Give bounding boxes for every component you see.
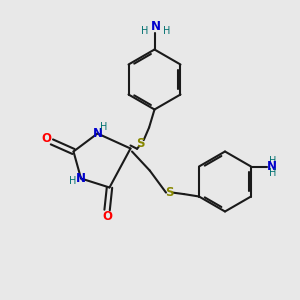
Text: H: H (100, 122, 108, 132)
Text: N: N (151, 20, 161, 34)
Text: S: S (136, 136, 145, 150)
Text: H: H (269, 155, 277, 166)
Text: H: H (69, 176, 76, 187)
Text: H: H (163, 26, 170, 37)
Text: N: N (267, 160, 277, 173)
Text: S: S (165, 186, 173, 199)
Text: N: N (76, 172, 86, 185)
Text: H: H (141, 26, 148, 37)
Text: N: N (92, 127, 103, 140)
Text: H: H (269, 168, 277, 178)
Text: O: O (102, 209, 112, 223)
Text: O: O (41, 132, 52, 146)
